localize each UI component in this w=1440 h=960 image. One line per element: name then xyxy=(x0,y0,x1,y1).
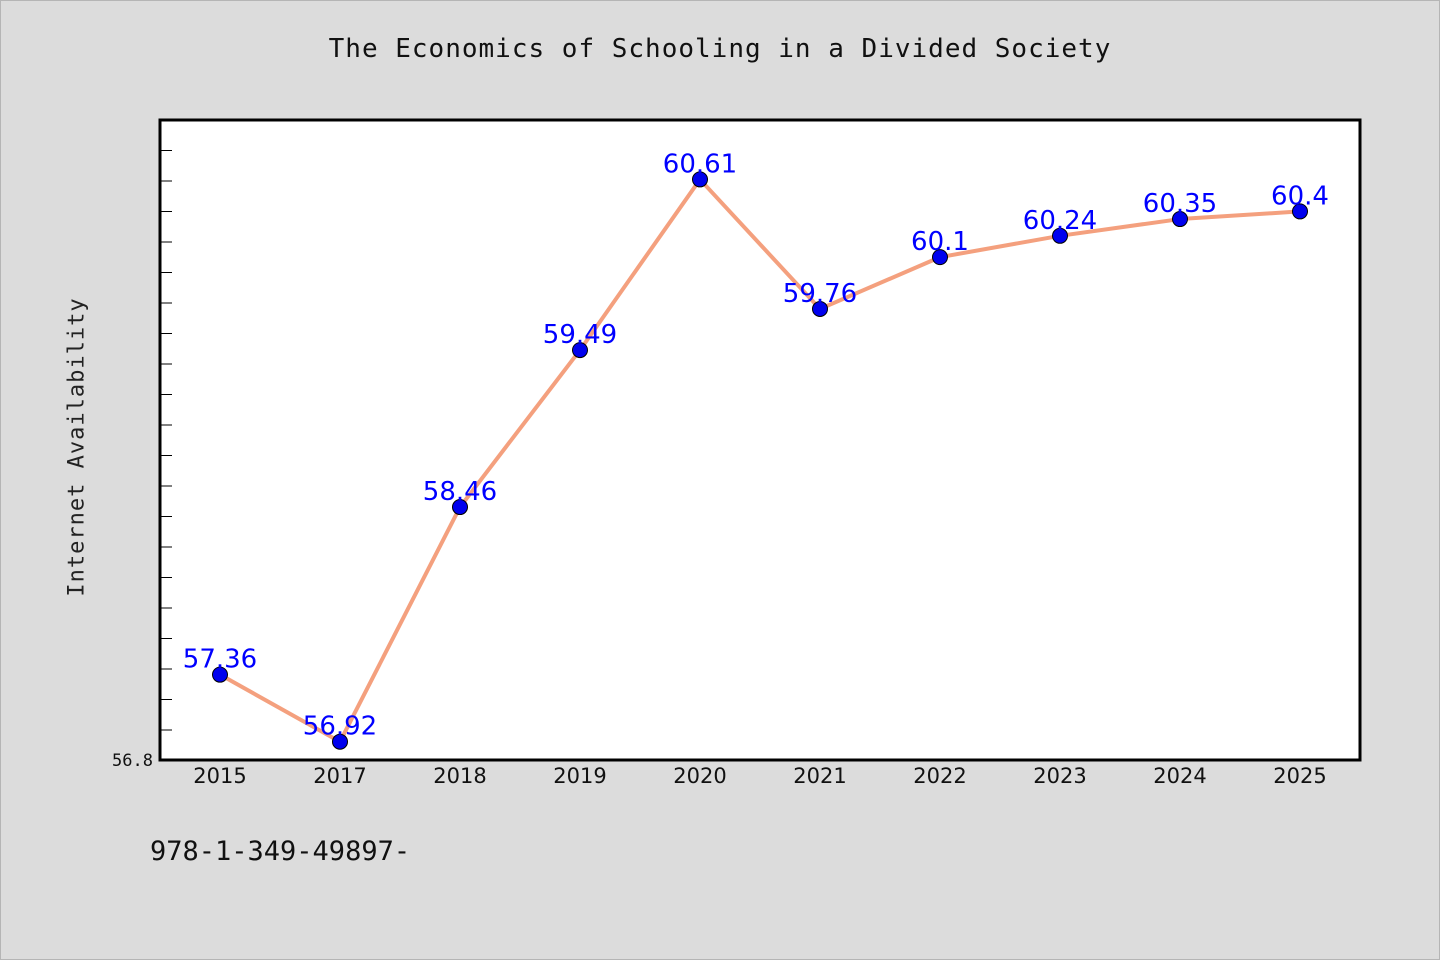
plot-area xyxy=(158,118,1362,762)
data-point xyxy=(692,171,708,188)
x-tick-label: 2023 xyxy=(1033,764,1086,788)
data-point xyxy=(1052,227,1068,244)
chart-title: The Economics of Schooling in a Divided … xyxy=(328,34,1112,64)
x-tick-label: 2015 xyxy=(193,764,246,788)
data-label: 60.35 xyxy=(1143,189,1217,219)
data-label: 56.92 xyxy=(303,712,377,742)
x-tick-label: 2022 xyxy=(913,764,966,788)
y-tick-label: 56.8 xyxy=(112,751,153,771)
data-point xyxy=(332,733,348,750)
data-label: 59.76 xyxy=(783,279,857,309)
data-label: 58.46 xyxy=(423,477,497,507)
data-label: 60.61 xyxy=(663,149,737,179)
data-point xyxy=(1172,211,1188,228)
data-point xyxy=(812,300,828,317)
x-tick-label: 2024 xyxy=(1153,764,1206,788)
x-tick-label: 2020 xyxy=(673,764,726,788)
x-tick-label: 2019 xyxy=(553,764,606,788)
data-label: 60.4 xyxy=(1271,181,1329,211)
x-tick-label: 2021 xyxy=(793,764,846,788)
data-point xyxy=(572,342,588,359)
data-label: 57.36 xyxy=(183,645,257,675)
x-tick-label: 2025 xyxy=(1273,764,1326,788)
data-point xyxy=(212,666,228,683)
data-label: 59.49 xyxy=(543,320,617,350)
series-line xyxy=(219,177,1301,744)
x-tick-label: 2018 xyxy=(433,764,486,788)
data-label: 60.1 xyxy=(911,227,969,257)
data-point xyxy=(932,249,948,266)
data-label: 60.24 xyxy=(1023,206,1097,236)
data-point xyxy=(1292,203,1308,220)
footer-text: 978-1-349-49897- xyxy=(150,836,411,867)
data-point xyxy=(452,499,468,516)
x-tick-label: 2017 xyxy=(313,764,366,788)
